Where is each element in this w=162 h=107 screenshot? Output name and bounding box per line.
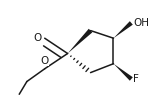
Polygon shape bbox=[68, 29, 92, 54]
Text: O: O bbox=[40, 56, 49, 66]
Polygon shape bbox=[114, 64, 133, 81]
Text: F: F bbox=[133, 74, 139, 84]
Text: OH: OH bbox=[133, 18, 149, 28]
Text: O: O bbox=[33, 33, 41, 43]
Polygon shape bbox=[114, 21, 133, 38]
